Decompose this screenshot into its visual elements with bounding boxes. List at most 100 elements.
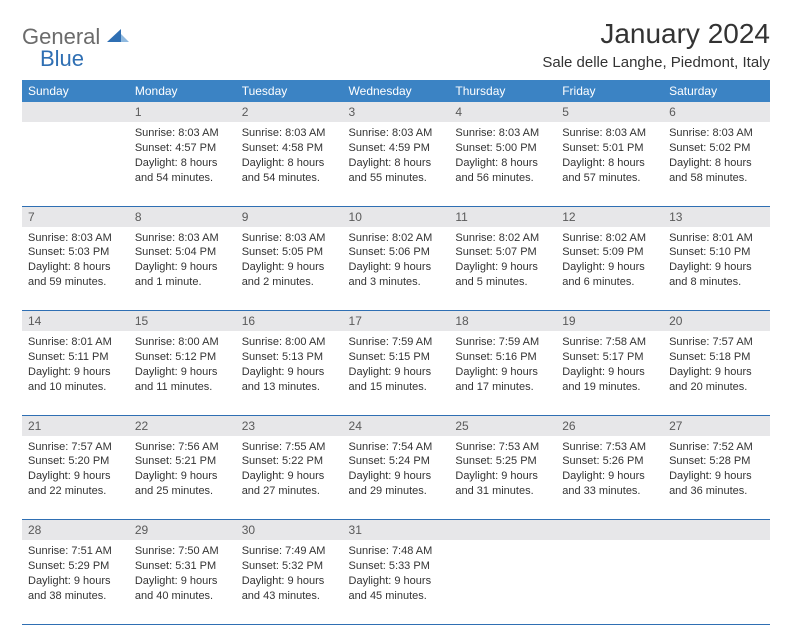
sunset-line: Sunset: 5:21 PM (135, 454, 230, 469)
daylight-line: Daylight: 8 hours and 54 minutes. (135, 156, 230, 186)
daylight-line: Daylight: 8 hours and 57 minutes. (562, 156, 657, 186)
calendar-week-row: Sunrise: 8:03 AMSunset: 4:57 PMDaylight:… (22, 122, 770, 206)
logo-word-blue: Blue (40, 46, 129, 72)
day-number-cell: 21 (22, 415, 129, 436)
day-cell: Sunrise: 7:50 AMSunset: 5:31 PMDaylight:… (129, 540, 236, 624)
day-number-cell: 14 (22, 311, 129, 332)
day-cell-body: Sunrise: 8:03 AMSunset: 5:01 PMDaylight:… (556, 122, 663, 191)
sunrise-line: Sunrise: 8:00 AM (135, 335, 230, 350)
day-cell-body: Sunrise: 8:00 AMSunset: 5:13 PMDaylight:… (236, 331, 343, 400)
weekday-header: Friday (556, 80, 663, 102)
day-cell-body: Sunrise: 7:56 AMSunset: 5:21 PMDaylight:… (129, 436, 236, 505)
day-cell-body: Sunrise: 8:01 AMSunset: 5:11 PMDaylight:… (22, 331, 129, 400)
day-number-cell: 11 (449, 206, 556, 227)
day-number-cell: 26 (556, 415, 663, 436)
daylight-line: Daylight: 9 hours and 45 minutes. (349, 574, 444, 604)
day-cell-body: Sunrise: 8:03 AMSunset: 5:02 PMDaylight:… (663, 122, 770, 191)
sunset-line: Sunset: 4:59 PM (349, 141, 444, 156)
sunset-line: Sunset: 5:18 PM (669, 350, 764, 365)
day-cell-body: Sunrise: 8:03 AMSunset: 5:00 PMDaylight:… (449, 122, 556, 191)
weekday-header: Tuesday (236, 80, 343, 102)
day-cell-body: Sunrise: 8:03 AMSunset: 4:58 PMDaylight:… (236, 122, 343, 191)
daylight-line: Daylight: 9 hours and 29 minutes. (349, 469, 444, 499)
day-cell-body: Sunrise: 7:55 AMSunset: 5:22 PMDaylight:… (236, 436, 343, 505)
day-cell: Sunrise: 8:02 AMSunset: 5:07 PMDaylight:… (449, 227, 556, 311)
day-cell-body: Sunrise: 7:54 AMSunset: 5:24 PMDaylight:… (343, 436, 450, 505)
day-number-cell: 15 (129, 311, 236, 332)
header: General Blue January 2024 Sale delle Lan… (22, 18, 770, 72)
sunrise-line: Sunrise: 7:57 AM (669, 335, 764, 350)
day-cell-body: Sunrise: 8:01 AMSunset: 5:10 PMDaylight:… (663, 227, 770, 296)
day-cell-blank (663, 540, 770, 624)
day-cell: Sunrise: 7:59 AMSunset: 5:16 PMDaylight:… (449, 331, 556, 415)
calendar-week-row: Sunrise: 7:57 AMSunset: 5:20 PMDaylight:… (22, 436, 770, 520)
location-label: Sale delle Langhe, Piedmont, Italy (542, 54, 770, 71)
calendar-page: General Blue January 2024 Sale delle Lan… (0, 0, 792, 625)
sunset-line: Sunset: 5:03 PM (28, 245, 123, 260)
daylight-line: Daylight: 9 hours and 2 minutes. (242, 260, 337, 290)
sunrise-line: Sunrise: 8:02 AM (562, 231, 657, 246)
sunrise-line: Sunrise: 7:51 AM (28, 544, 123, 559)
title-block: January 2024 Sale delle Langhe, Piedmont… (542, 18, 770, 71)
sunrise-line: Sunrise: 7:59 AM (455, 335, 550, 350)
sunset-line: Sunset: 5:01 PM (562, 141, 657, 156)
sunrise-line: Sunrise: 8:03 AM (455, 126, 550, 141)
day-cell: Sunrise: 8:01 AMSunset: 5:10 PMDaylight:… (663, 227, 770, 311)
daylight-line: Daylight: 9 hours and 38 minutes. (28, 574, 123, 604)
sunset-line: Sunset: 5:15 PM (349, 350, 444, 365)
daylight-line: Daylight: 9 hours and 8 minutes. (669, 260, 764, 290)
day-cell-body: Sunrise: 8:02 AMSunset: 5:07 PMDaylight:… (449, 227, 556, 296)
daylight-line: Daylight: 8 hours and 55 minutes. (349, 156, 444, 186)
day-cell: Sunrise: 7:56 AMSunset: 5:21 PMDaylight:… (129, 436, 236, 520)
sunset-line: Sunset: 5:24 PM (349, 454, 444, 469)
daylight-line: Daylight: 9 hours and 3 minutes. (349, 260, 444, 290)
sunset-line: Sunset: 5:05 PM (242, 245, 337, 260)
day-cell: Sunrise: 8:03 AMSunset: 5:01 PMDaylight:… (556, 122, 663, 206)
daylight-line: Daylight: 9 hours and 33 minutes. (562, 469, 657, 499)
day-cell-body: Sunrise: 7:50 AMSunset: 5:31 PMDaylight:… (129, 540, 236, 609)
day-cell: Sunrise: 8:01 AMSunset: 5:11 PMDaylight:… (22, 331, 129, 415)
daylight-line: Daylight: 9 hours and 6 minutes. (562, 260, 657, 290)
sunrise-line: Sunrise: 8:03 AM (135, 231, 230, 246)
daylight-line: Daylight: 9 hours and 17 minutes. (455, 365, 550, 395)
day-cell-body: Sunrise: 7:57 AMSunset: 5:20 PMDaylight:… (22, 436, 129, 505)
calendar-week-row: Sunrise: 8:03 AM Sunset: 5:03 PM Daylight:… (22, 227, 770, 311)
day-number-cell: 3 (343, 102, 450, 122)
day-number-cell: 4 (449, 102, 556, 122)
day-cell: Sunrise: 8:00 AMSunset: 5:13 PMDaylight:… (236, 331, 343, 415)
day-cell: Sunrise: 8:03 AMSunset: 4:58 PMDaylight:… (236, 122, 343, 206)
weekday-header: Thursday (449, 80, 556, 102)
day-cell: Sunrise: 7:48 AMSunset: 5:33 PMDaylight:… (343, 540, 450, 624)
day-cell-body: Sunrise: 8:03 AMSunset: 5:04 PMDaylight:… (129, 227, 236, 296)
day-number-cell: 18 (449, 311, 556, 332)
sunrise-line: Sunrise: 8:02 AM (455, 231, 550, 246)
sunset-line: Sunset: 5:17 PM (562, 350, 657, 365)
sunset-line: Sunset: 5:13 PM (242, 350, 337, 365)
sunrise-line: Sunrise: 8:03 AM (562, 126, 657, 141)
sunset-line: Sunset: 5:22 PM (242, 454, 337, 469)
day-number-cell: 24 (343, 415, 450, 436)
sunrise-line: Sunrise: 7:59 AM (349, 335, 444, 350)
day-cell-body: Sunrise: 8:03 AMSunset: 5:05 PMDaylight:… (236, 227, 343, 296)
calendar-header-row: SundayMondayTuesdayWednesdayThursdayFrid… (22, 80, 770, 102)
day-cell: Sunrise: 8:02 AMSunset: 5:06 PMDaylight:… (343, 227, 450, 311)
day-cell-body: Sunrise: 8:03 AMSunset: 4:57 PMDaylight:… (129, 122, 236, 191)
daylight-line: Daylight: 9 hours and 27 minutes. (242, 469, 337, 499)
day-cell-body: Sunrise: 8:02 AMSunset: 5:09 PMDaylight:… (556, 227, 663, 296)
day-number-row: 14151617181920 (22, 311, 770, 332)
daylight-line: Daylight: 9 hours and 36 minutes. (669, 469, 764, 499)
daylight-line: Daylight: 9 hours and 22 minutes. (28, 469, 123, 499)
day-number-cell: 28 (22, 520, 129, 541)
sunrise-line: Sunrise: 8:03 AM (135, 126, 230, 141)
sunrise-line: Sunrise: 7:50 AM (135, 544, 230, 559)
day-cell: Sunrise: 8:03 AMSunset: 5:02 PMDaylight:… (663, 122, 770, 206)
calendar-table: SundayMondayTuesdayWednesdayThursdayFrid… (22, 80, 770, 625)
sunset-line: Sunset: 4:58 PM (242, 141, 337, 156)
sunset-line: Sunset: 5:26 PM (562, 454, 657, 469)
day-cell-body: Sunrise: 8:03 AMSunset: 5:03 PMDaylight:… (22, 227, 129, 296)
day-cell-body: Sunrise: 7:53 AMSunset: 5:26 PMDaylight:… (556, 436, 663, 505)
day-cell: Sunrise: 8:03 AMSunset: 5:03 PMDaylight:… (22, 227, 129, 311)
day-number-cell: 7 (22, 206, 129, 227)
sunrise-line: Sunrise: 7:57 AM (28, 440, 123, 455)
day-cell-body: Sunrise: 7:53 AMSunset: 5:25 PMDaylight:… (449, 436, 556, 505)
